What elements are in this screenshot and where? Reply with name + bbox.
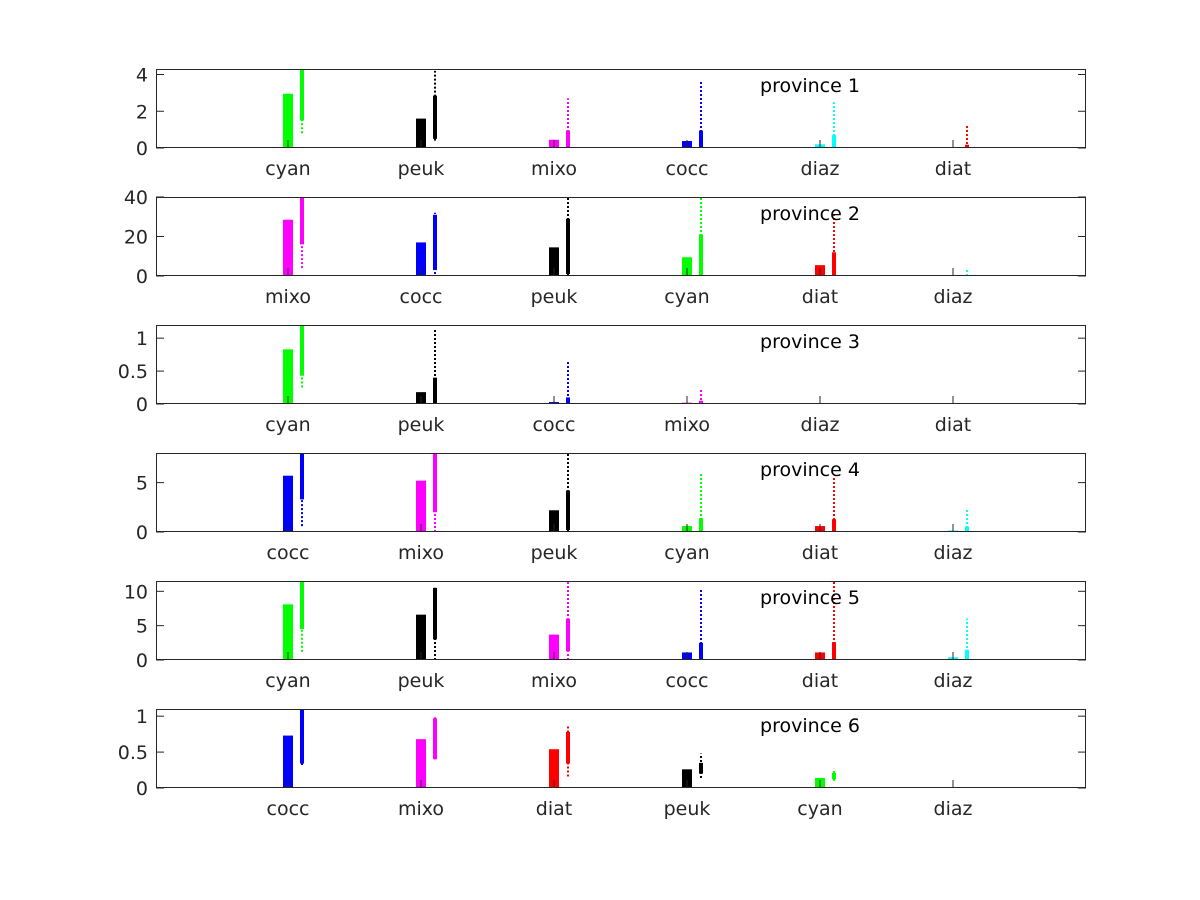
panel-title: province 6 xyxy=(760,715,860,737)
y-tick-label: 2 xyxy=(136,101,148,123)
panel-title: province 3 xyxy=(760,331,860,353)
panels: cyan peuk mixo cocc diaz diat 0 2 4 province 1 mix… xyxy=(118,65,1086,820)
bar-peuk xyxy=(549,510,559,532)
category-label: diat xyxy=(935,158,971,180)
category-label: peuk xyxy=(664,798,711,820)
category-label: cyan xyxy=(664,286,709,308)
category-label: mixo xyxy=(398,798,444,820)
axes-frame xyxy=(156,581,1086,660)
bar-peuk xyxy=(416,118,426,148)
bar-mixo xyxy=(283,219,293,276)
category-label: diaz xyxy=(934,542,973,564)
y-tick-label: 0.5 xyxy=(118,361,148,383)
y-tick-label: 20 xyxy=(124,227,148,249)
category-label: peuk xyxy=(398,414,445,436)
panel-province-4: cocc mixo peuk cyan diat diaz 0 5 province 4 xyxy=(136,453,1086,564)
category-label: mixo xyxy=(664,414,710,436)
bar-diat xyxy=(549,749,559,788)
plot-area xyxy=(156,325,1086,404)
category-label: cyan xyxy=(265,670,310,692)
plot-area xyxy=(156,709,1086,788)
category-label: cocc xyxy=(400,286,443,308)
bar-mixo xyxy=(549,634,559,660)
category-label: diat xyxy=(536,798,572,820)
y-tick-label: 5 xyxy=(136,473,148,495)
y-tick-label: 0 xyxy=(136,394,148,416)
y-tick-label: 5 xyxy=(136,616,148,638)
y-tick-label: 0 xyxy=(136,522,148,544)
bar-peuk xyxy=(416,614,426,660)
category-label: diaz xyxy=(934,286,973,308)
bar-cocc xyxy=(283,735,293,788)
category-label: mixo xyxy=(398,542,444,564)
plot-area xyxy=(156,453,1086,532)
panel-title: province 5 xyxy=(760,587,860,609)
category-label: cyan xyxy=(797,798,842,820)
panel-province-1: cyan peuk mixo cocc diaz diat 0 2 4 province 1 xyxy=(136,65,1086,180)
bar-peuk xyxy=(682,769,692,788)
bar-mixo xyxy=(416,480,426,532)
category-label: diaz xyxy=(934,798,973,820)
category-label: diaz xyxy=(934,670,973,692)
bar-cyan xyxy=(283,93,293,148)
axes-frame xyxy=(156,325,1086,404)
bar-cyan xyxy=(283,349,293,404)
category-label: peuk xyxy=(531,542,578,564)
category-label: mixo xyxy=(265,286,311,308)
category-label: mixo xyxy=(531,158,577,180)
category-label: diaz xyxy=(801,414,840,436)
axes-frame xyxy=(156,69,1086,148)
category-label: diaz xyxy=(801,158,840,180)
panel-province-6: cocc mixo diat peuk cyan diaz 0 0.5 1 province 6 xyxy=(118,706,1086,820)
axes-frame xyxy=(156,709,1086,788)
plot-area xyxy=(156,581,1086,660)
category-label: diat xyxy=(802,286,838,308)
panel-province-5: cyan peuk mixo cocc diat diaz 0 5 10 province 5 xyxy=(124,581,1086,692)
bar-cyan xyxy=(682,257,692,276)
category-label: mixo xyxy=(531,670,577,692)
plot-area xyxy=(156,197,1086,276)
category-label: cyan xyxy=(265,414,310,436)
bar-cyan xyxy=(283,604,293,660)
y-tick-label: 1 xyxy=(136,328,148,350)
bar-cocc xyxy=(283,475,293,532)
category-label: cyan xyxy=(664,542,709,564)
category-label: peuk xyxy=(398,670,445,692)
y-tick-label: 0 xyxy=(136,138,148,160)
axes-frame xyxy=(156,453,1086,532)
panel-province-3: cyan peuk cocc mixo diaz diat 0 0.5 1 province 3 xyxy=(118,325,1086,436)
plot-area xyxy=(156,69,1086,148)
category-label: diat xyxy=(935,414,971,436)
y-tick-label: 10 xyxy=(124,581,148,603)
category-label: diat xyxy=(802,670,838,692)
y-tick-label: 40 xyxy=(124,187,148,209)
panel-province-2: mixo cocc peuk cyan diat diaz 0 20 40 province 2 xyxy=(124,187,1086,308)
category-label: cocc xyxy=(267,542,310,564)
category-label: diat xyxy=(802,542,838,564)
category-label: cocc xyxy=(533,414,576,436)
category-label: cyan xyxy=(265,158,310,180)
y-tick-label: 1 xyxy=(136,706,148,728)
panel-title: province 1 xyxy=(760,75,860,97)
bar-peuk xyxy=(549,247,559,276)
bar-mixo xyxy=(416,739,426,788)
y-tick-label: 0.5 xyxy=(118,742,148,764)
panel-title: province 4 xyxy=(760,459,860,481)
bar-cocc xyxy=(416,242,426,276)
y-tick-label: 0 xyxy=(136,650,148,672)
category-label: cocc xyxy=(267,798,310,820)
y-tick-label: 4 xyxy=(136,65,148,87)
category-label: peuk xyxy=(398,158,445,180)
category-label: cocc xyxy=(666,670,709,692)
category-label: cocc xyxy=(666,158,709,180)
y-tick-label: 0 xyxy=(136,778,148,800)
y-tick-label: 0 xyxy=(136,266,148,288)
category-label: peuk xyxy=(531,286,578,308)
panel-title: province 2 xyxy=(760,203,860,225)
